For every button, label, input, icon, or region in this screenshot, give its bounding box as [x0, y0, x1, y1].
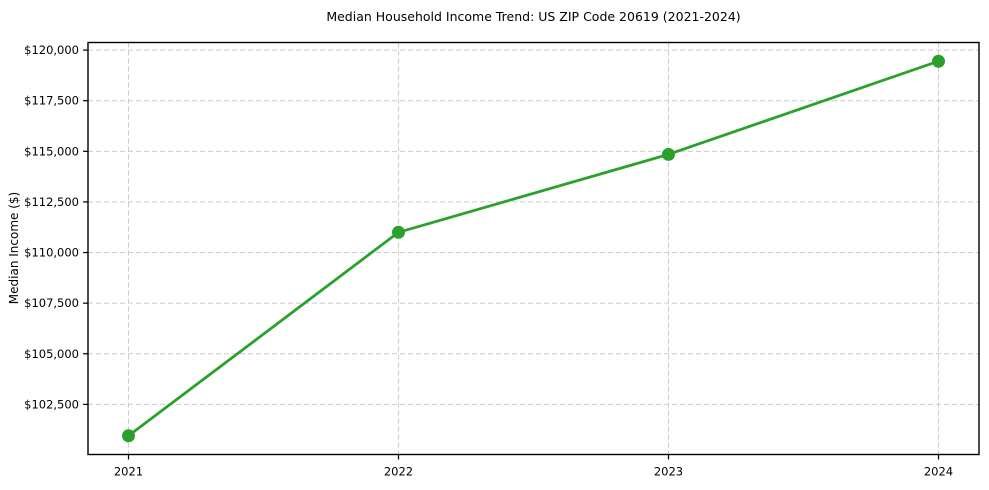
x-tick-label: 2021: [114, 465, 143, 479]
data-point-2022: [392, 225, 405, 239]
y-tick-label: $117,500: [24, 94, 79, 108]
data-point-2024: [932, 54, 945, 68]
plot-border: [87, 41, 980, 456]
x-tick-label: 2024: [924, 465, 953, 479]
y-axis-label: Median Income ($): [7, 191, 21, 305]
data-point-2023: [662, 147, 675, 161]
y-tick-label: $120,000: [24, 43, 79, 57]
x-tick-label: 2022: [384, 465, 413, 479]
y-tick-label: $105,000: [24, 347, 79, 361]
chart-title: Median Household Income Trend: US ZIP Co…: [326, 9, 741, 24]
x-tick-label: 2023: [654, 465, 683, 479]
y-tick-label: $107,500: [24, 296, 79, 310]
trend-line: [127, 59, 940, 438]
y-tick-label: $112,500: [24, 195, 79, 209]
y-tick-label: $110,000: [24, 246, 79, 260]
y-tick-label: $115,000: [24, 144, 79, 158]
data-point-2021: [122, 429, 135, 443]
y-tick-label: $102,500: [24, 397, 79, 411]
